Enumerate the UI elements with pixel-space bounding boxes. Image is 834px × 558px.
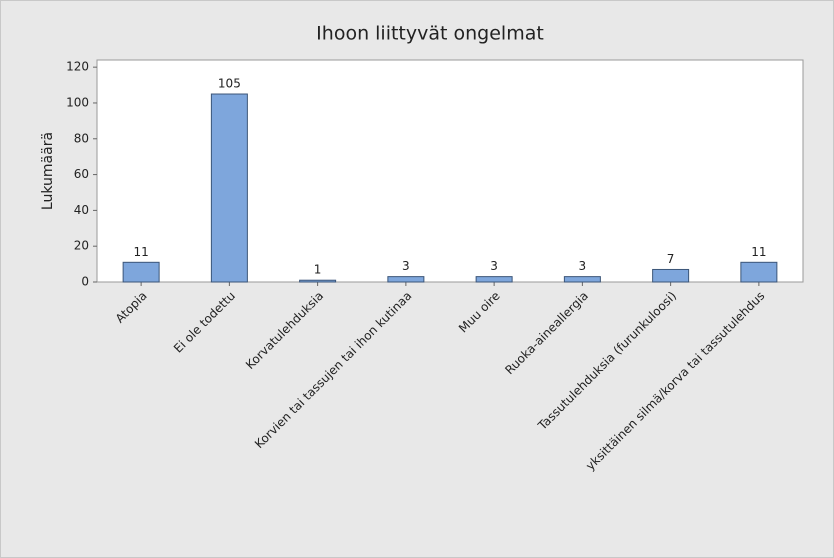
y-tick-label: 20 [74,239,89,253]
data-label: 7 [667,252,675,266]
y-tick-label: 80 [74,131,89,145]
bar [387,276,425,283]
bar [563,276,601,283]
bar [299,279,337,283]
bar [652,268,690,283]
y-tick-label: 120 [66,60,89,74]
y-tick-label: 40 [74,203,89,217]
data-label: 11 [133,245,148,259]
y-tick-label: 60 [74,167,89,181]
data-label: 105 [218,77,241,91]
data-label: 1 [314,263,322,277]
y-tick-label: 0 [81,275,89,289]
data-label: 3 [402,259,410,273]
bar [475,276,513,283]
data-label: 3 [579,259,587,273]
bar [122,261,160,283]
data-label: 3 [490,259,498,273]
plot-area [96,59,804,283]
y-tick-label: 100 [66,95,89,109]
chart-title: Ihoon liittyvät ongelmat [316,23,544,45]
data-label: 11 [751,245,766,259]
y-axis-label: Lukumäärä [40,132,56,210]
bar [740,261,778,283]
bar [210,93,248,283]
